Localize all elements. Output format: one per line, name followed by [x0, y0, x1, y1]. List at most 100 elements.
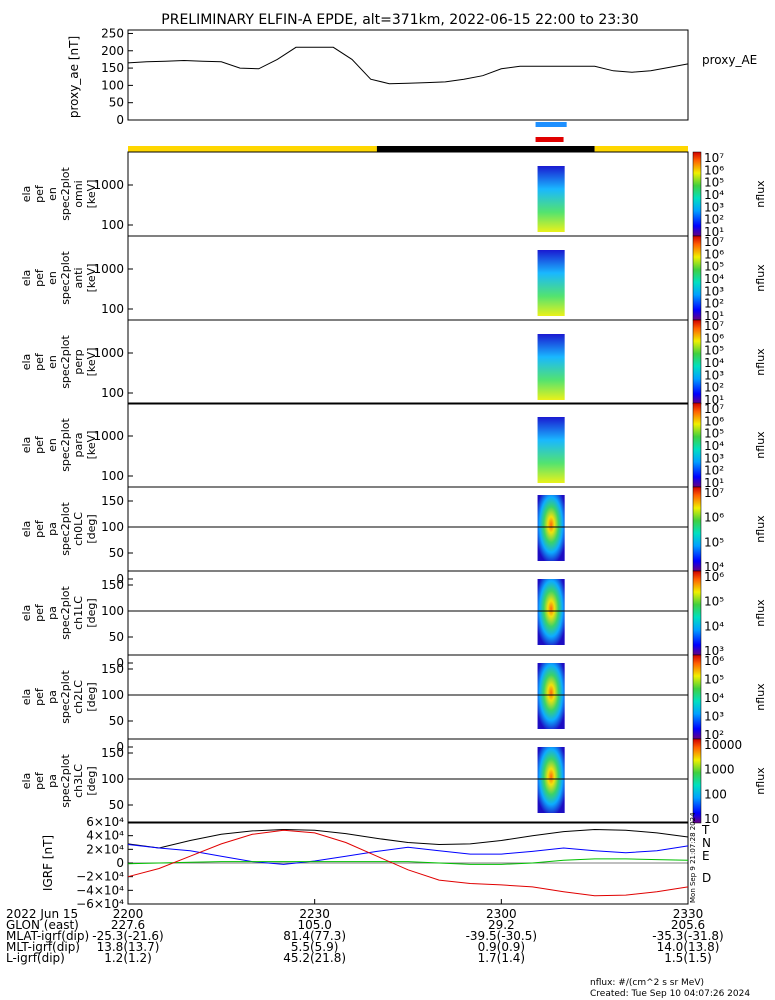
- axis-row-value: 13.8(13.7): [97, 940, 160, 954]
- panel-ylabel-line: [deg]: [85, 682, 98, 711]
- spectrogram-data: [537, 250, 565, 316]
- igrf-ylabel: IGRF [nT]: [41, 835, 55, 891]
- panel-ylabel-line: ela: [20, 521, 33, 538]
- footer-units: nflux: #/(cm^2 s sr MeV): [590, 978, 704, 988]
- panel-ylabel-line: pa: [46, 522, 59, 536]
- panel-yticks: 1000 100: [93, 262, 133, 316]
- panel-ylabel-line: spec2plot: [59, 167, 72, 221]
- panel-colorbar: 10⁶ 10⁵ 10⁴ 10³ nflux: [692, 570, 767, 658]
- orbit-bar-segment-night: [376, 146, 595, 152]
- colorbar-gradient: [692, 570, 702, 656]
- colorbar-tick-label: 10⁶: [704, 570, 724, 584]
- panel-ylabel-line: ch1LC: [72, 596, 85, 630]
- panel-ytick-label: 100: [101, 604, 124, 618]
- panel-colorbar: 10⁶ 10⁵ 10⁴ 10³ 10² nflux: [692, 654, 767, 742]
- axis-row-value: 1.5(1.5): [664, 951, 712, 965]
- proxy-ae-ytick-label: 150: [101, 61, 124, 75]
- proxy-ae-ytick-label: 250: [101, 26, 124, 40]
- axis-row-label: MLAT-igrf(dip): [6, 929, 89, 943]
- axis-row-value: 5.5(5.9): [291, 940, 339, 954]
- colorbar-label: nflux: [754, 515, 767, 543]
- panel-ylabel-line: pef: [33, 268, 46, 287]
- panel-ylabel-line: pef: [33, 519, 46, 538]
- colorbar-tick-label: 1000: [704, 763, 735, 777]
- panel-ytick-label: 1000: [93, 346, 124, 360]
- colorbar-tick-label: 10⁵: [704, 344, 724, 358]
- colorbar-tick-label: 10⁷: [704, 486, 724, 500]
- panel-ylabel: ela pef en spec2plot para [keV]: [20, 418, 98, 472]
- colorbar-tick-label: 10⁵: [704, 673, 724, 687]
- colorbar-tick-label: 10²: [704, 464, 724, 478]
- colorbar-tick-label: 10¹: [704, 393, 724, 407]
- panel-ytick-label: 150: [101, 662, 124, 676]
- panel-ylabel-line: spec2plot: [59, 670, 72, 724]
- colorbar-tick-label: 10⁴: [704, 272, 724, 286]
- colorbar-tick-label: 10⁴: [704, 691, 724, 705]
- colorbar-label: nflux: [754, 683, 767, 711]
- panel-ylabel-line: spec2plot: [59, 335, 72, 389]
- igrf-legend-E: E: [702, 849, 710, 863]
- igrf-ytick-label: −4×10⁴: [76, 883, 124, 897]
- orbit-bar-segment-day: [594, 146, 688, 152]
- panel-ylabel-line: en: [46, 271, 59, 285]
- panel-ylabel-line: en: [46, 438, 59, 452]
- orbit-bar-segment-day: [128, 146, 377, 152]
- panel-ylabel-line: spec2plot: [59, 754, 72, 808]
- panel-yticks: 1000 100: [93, 346, 133, 400]
- panel-ylabel: ela pef en spec2plot perp [keV]: [20, 335, 98, 389]
- colorbar-tick-label: 10⁵: [704, 260, 724, 274]
- colorbar-tick-label: 10⁶: [704, 654, 724, 668]
- colorbar-tick-label: 10⁵: [704, 176, 724, 190]
- colorbar-tick-label: 10⁶: [704, 414, 724, 428]
- panel-ylabel-line: ela: [20, 186, 33, 203]
- panel-frame: [127, 235, 689, 321]
- panel-frame: [127, 654, 689, 740]
- pitch-angle-data: [537, 663, 565, 729]
- panel-yticks: 1000 100: [93, 178, 133, 232]
- colorbar-tick-label: 10²: [704, 381, 724, 395]
- igrf-series-D: [127, 829, 689, 897]
- panel-ylabel-line: spec2plot: [59, 251, 72, 305]
- panel-ytick-label: 0: [116, 740, 124, 754]
- colorbar-gradient: [692, 486, 702, 572]
- panel-ytick-label: 150: [101, 578, 124, 592]
- axis-row-value: 2300: [486, 907, 517, 921]
- panel-ytick-label: 50: [109, 546, 124, 560]
- colorbar-tick-label: 10³: [704, 368, 724, 382]
- colorbar-tick-label: 10⁴: [704, 356, 724, 370]
- panel-frame: [127, 570, 689, 656]
- panel-frame: [127, 402, 689, 488]
- axis-row-value: 0.9(0.9): [478, 940, 526, 954]
- proxy-ae-yticks: 250 200 150 100 50 0: [101, 26, 133, 127]
- igrf-ytick-label: −2×10⁴: [76, 870, 124, 884]
- colorbar-tick-label: 10³: [704, 710, 724, 724]
- panel-ylabel-line: pef: [33, 184, 46, 203]
- panel-ylabel-line: ela: [20, 437, 33, 454]
- panel-ytick-label: 1000: [93, 262, 124, 276]
- colorbar-label: nflux: [754, 264, 767, 292]
- axis-row-value: 2330: [673, 907, 704, 921]
- colorbar-tick-label: 10: [704, 812, 719, 826]
- panel-ylabel-line: ela: [20, 689, 33, 706]
- panel-ylabel-line: ela: [20, 773, 33, 790]
- colorbar-label: nflux: [754, 348, 767, 376]
- colorbar-label: nflux: [754, 180, 767, 208]
- panel-ylabel-line: [deg]: [85, 598, 98, 627]
- panel-yticks: 150 100 50 0: [101, 578, 133, 670]
- igrf-series-T: [127, 828, 689, 849]
- colorbar-tick-label: 10⁴: [704, 560, 724, 574]
- proxy-ae-ytick-label: 50: [109, 96, 124, 110]
- proxy-ae-panel: 250 200 150 100 50 0 proxy_ae [nT] proxy_AE: [67, 26, 757, 127]
- colorbar-tick-label: 10³: [704, 284, 724, 298]
- figure-title: PRELIMINARY ELFIN-A EPDE, alt=371km, 202…: [161, 12, 638, 28]
- colorbar-tick-label: 10¹: [704, 476, 724, 490]
- colorbar-tick-label: 10⁵: [704, 427, 724, 441]
- axis-row-label: MLT-igrf(dip): [6, 940, 80, 954]
- axis-row-value: 227.6: [111, 918, 145, 932]
- panel-ytick-label: 100: [101, 772, 124, 786]
